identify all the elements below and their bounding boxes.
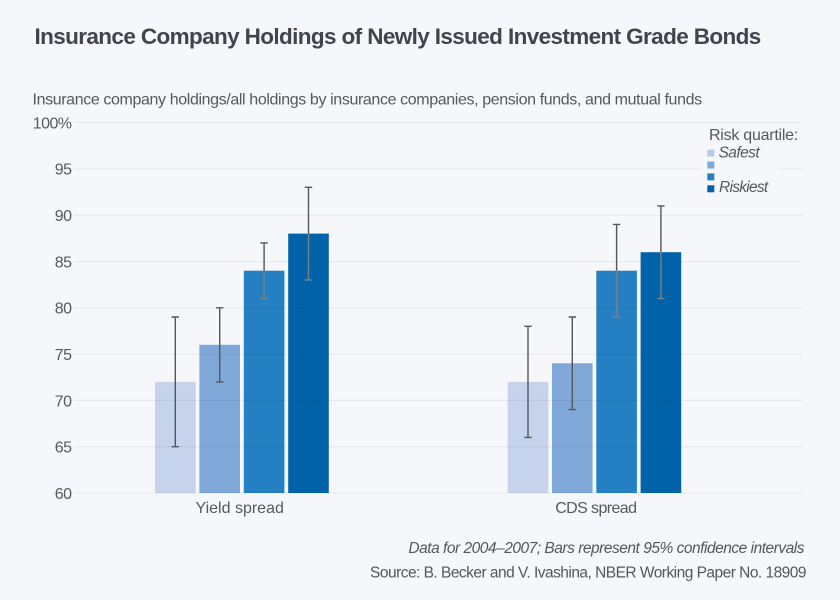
svg-text:Safest: Safest xyxy=(719,145,761,162)
svg-text:95: 95 xyxy=(55,162,72,179)
svg-text:65: 65 xyxy=(55,440,72,457)
svg-text:70: 70 xyxy=(55,393,72,410)
svg-text:CDS spread: CDS spread xyxy=(555,500,636,517)
svg-text:100%: 100% xyxy=(33,115,72,132)
svg-text:75: 75 xyxy=(55,347,72,364)
svg-text:Insurance company holdings/all: Insurance company holdings/all holdings … xyxy=(33,92,703,109)
svg-text:85: 85 xyxy=(55,254,72,271)
svg-text:Data for 2004–2007; Bars repre: Data for 2004–2007; Bars represent 95% c… xyxy=(408,540,804,557)
svg-text:60: 60 xyxy=(55,486,72,503)
svg-text:Insurance Company Holdings of: Insurance Company Holdings of Newly Issu… xyxy=(35,24,761,49)
svg-text:90: 90 xyxy=(55,208,72,225)
svg-text:80: 80 xyxy=(55,301,72,318)
svg-text:Risk quartile:: Risk quartile: xyxy=(709,127,798,144)
svg-text:Riskiest: Riskiest xyxy=(719,179,769,196)
svg-text:Yield spread: Yield spread xyxy=(196,500,284,517)
svg-text:Source: B. Becker and V. Ivash: Source: B. Becker and V. Ivashina, NBER … xyxy=(370,565,806,582)
